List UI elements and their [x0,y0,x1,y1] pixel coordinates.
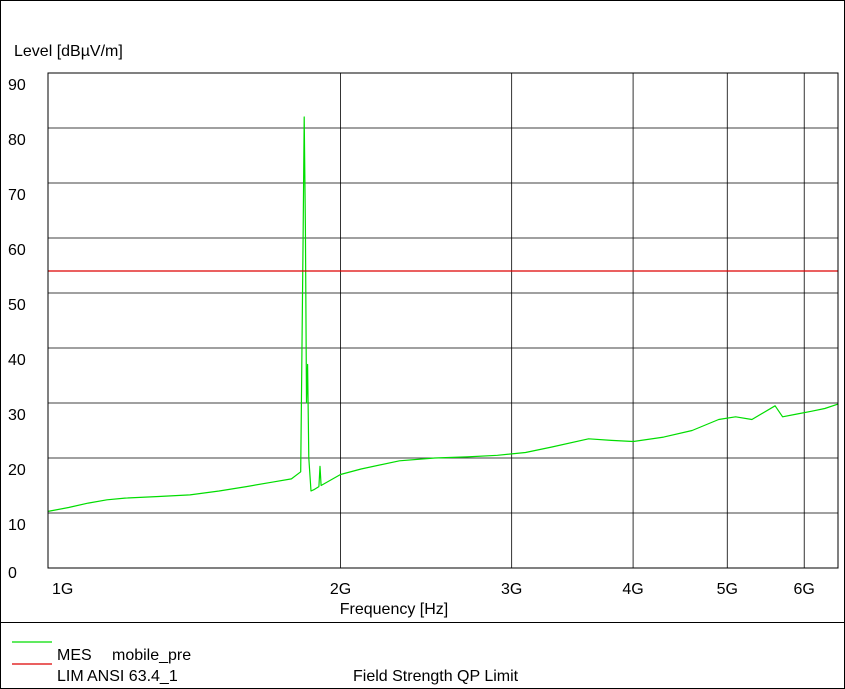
x-tick-label: 3G [501,581,522,598]
legend-mes-name: mobile_pre [112,647,191,664]
legend-lim-description: Field Strength QP Limit [353,668,519,685]
x-tick-label: 4G [622,581,643,598]
x-tick-label: 5G [717,581,738,598]
y-tick-label: 20 [8,462,26,479]
legend: MES mobile_pre LIM ANSI 63.4_1 Field Str… [12,641,519,685]
y-tick-label: 30 [8,407,26,424]
legend-lim-code: LIM [57,668,84,685]
y-tick-label: 80 [8,132,26,149]
x-tick-label: 2G [330,581,351,598]
series-layer [47,116,839,512]
y-tick-labels: 0 10 20 30 40 50 60 70 80 90 [8,77,26,582]
x-tick-label: 1G [52,581,73,598]
y-tick-label: 70 [8,187,26,204]
legend-mes-code: MES [57,647,92,664]
x-tick-labels: 1G 2G 3G 4G 5G 6G [52,581,815,598]
x-axis-label: Frequency [Hz] [340,601,448,618]
measurement-series-line [47,116,839,512]
grid [48,73,838,568]
plot-border [47,72,839,569]
x-tick-label: 6G [794,581,815,598]
y-tick-label: 10 [8,517,26,534]
y-tick-label: 60 [8,242,26,259]
y-axis-label: Level [dBµV/m] [14,43,123,60]
y-tick-label: 0 [8,565,17,582]
y-tick-label: 50 [8,297,26,314]
legend-lim-name: ANSI 63.4_1 [87,668,178,685]
y-tick-label: 40 [8,352,26,369]
y-tick-label: 90 [8,77,26,94]
